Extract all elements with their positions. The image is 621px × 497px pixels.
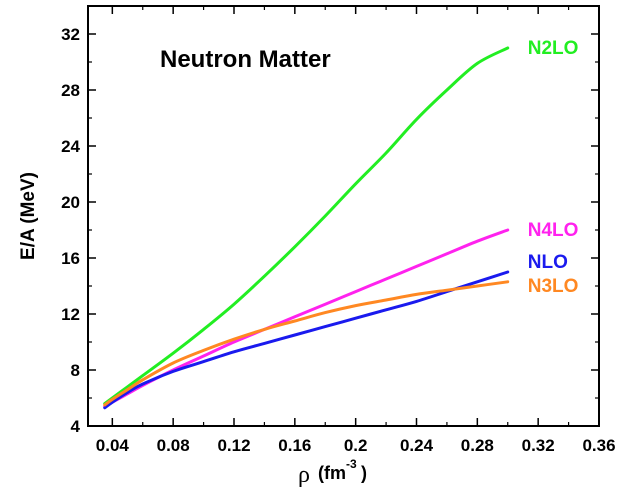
x-tick-label: 0.16 [278, 436, 311, 455]
series-label-nlo: NLO [528, 252, 568, 273]
x-tick-label: 0.28 [461, 436, 494, 455]
y-axis-label: E/A (MeV) [18, 172, 39, 260]
series-line-n3lo [103, 280, 510, 407]
y-axis-ticks: 4 8 12 16 20 24 28 32 [61, 25, 599, 436]
series-line-nlo [103, 270, 510, 410]
y-tick-label: 20 [61, 193, 80, 212]
x-tick-label: 0.08 [157, 436, 190, 455]
series-label-n4lo: N4LO [528, 220, 579, 241]
x-tick-label: 0.12 [217, 436, 250, 455]
series-line-n2lo [103, 46, 510, 406]
series-label-n2lo: N2LO [528, 38, 579, 59]
y-tick-label: 32 [61, 25, 80, 44]
x-axis-label-unit: (fm [318, 463, 346, 483]
y-tick-label: 28 [61, 81, 80, 100]
plot-frame [87, 5, 600, 427]
y-tick-label: 8 [71, 361, 80, 380]
y-tick-label: 24 [61, 137, 80, 156]
x-tick-label: 0.24 [400, 436, 434, 455]
chart-title: Neutron Matter [160, 46, 331, 73]
series-label-n3lo: N3LO [528, 276, 579, 297]
series-lines [103, 46, 510, 410]
x-axis-label-symbol: ρ [298, 462, 310, 488]
x-axis-ticks: 0.04 0.08 0.12 0.16 0.2 0.24 0.28 0.32 0.36 [96, 6, 616, 455]
x-tick-label: 0.2 [344, 436, 368, 455]
series-labels: N2LO N4LO NLO N3LO [528, 38, 579, 297]
x-tick-label: 0.32 [522, 436, 555, 455]
x-tick-label: 0.36 [582, 436, 615, 455]
x-axis-label-exponent: -3 [346, 457, 357, 471]
y-tick-label: 12 [61, 305, 80, 324]
y-tick-label: 4 [71, 417, 81, 436]
x-tick-label: 0.04 [96, 436, 130, 455]
y-tick-label: 16 [61, 249, 80, 268]
x-axis-label: ρ (fm -3 ) [298, 457, 367, 488]
x-axis-label-close: ) [361, 463, 367, 483]
